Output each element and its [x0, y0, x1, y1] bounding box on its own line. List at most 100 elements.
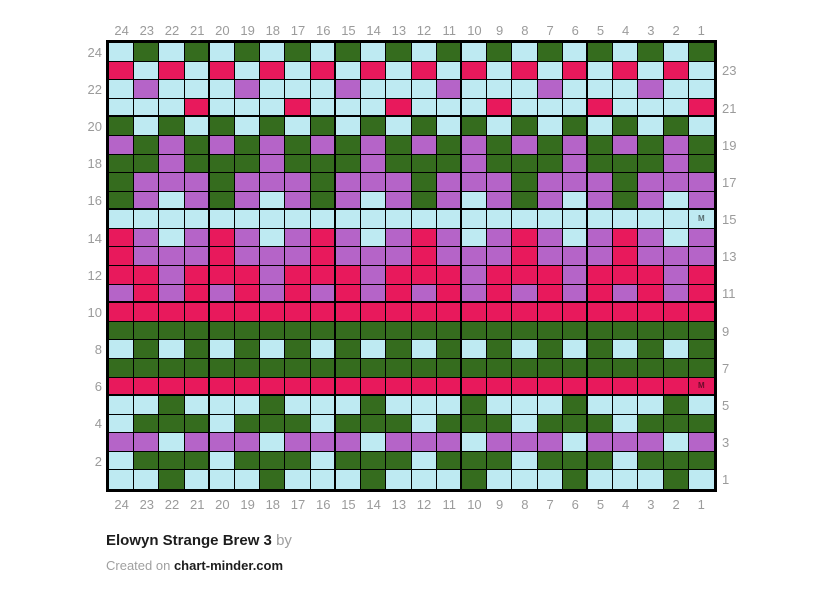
row-number-right: 21 [722, 100, 737, 116]
grid-cell [159, 43, 185, 62]
grid-cell [663, 228, 689, 248]
grid-cell [638, 135, 664, 155]
column-number: 9 [496, 23, 504, 38]
grid-cell [638, 98, 664, 118]
grid-cell [159, 358, 185, 378]
grid-cell [663, 321, 689, 341]
grid-cell [361, 247, 387, 266]
grid-cell [134, 61, 160, 81]
grid-cell [235, 470, 261, 489]
grid-cell [512, 173, 538, 192]
grid-cell [184, 303, 210, 322]
grid-cell [461, 61, 488, 81]
grid-cell [411, 433, 437, 452]
grid-cell [436, 414, 462, 434]
grid-cell [285, 303, 311, 322]
grid-cell [310, 414, 336, 434]
grid-cell [436, 61, 462, 81]
grid-cell [260, 396, 286, 415]
grid-cell [109, 284, 135, 304]
grid-cell [134, 173, 160, 192]
grid-cell [663, 98, 689, 118]
grid-cell [260, 228, 286, 248]
grid-cell [411, 451, 437, 471]
column-number: 17 [290, 497, 306, 512]
grid-cell [638, 433, 664, 452]
grid-cell [209, 191, 236, 211]
grid-cell [335, 284, 362, 304]
column-number: 7 [546, 23, 554, 38]
grid-cell [587, 433, 614, 452]
grid-cell [134, 43, 160, 62]
grid-cell [335, 210, 362, 229]
grid-cell [688, 43, 714, 62]
grid-cell [310, 210, 336, 229]
row-number-right: 17 [722, 174, 737, 190]
grid-cell [386, 377, 412, 397]
grid-cell [209, 396, 236, 415]
grid-cell [487, 61, 513, 81]
column-number: 23 [139, 497, 155, 512]
grid-cell [386, 135, 412, 155]
grid-cell [361, 303, 387, 322]
grid-cell [386, 191, 412, 211]
grid-cell [436, 98, 462, 118]
grid-cell [663, 43, 689, 62]
grid-cell [487, 321, 513, 341]
grid-cell [235, 358, 261, 378]
grid-cell [310, 303, 336, 322]
grid-cell [436, 173, 462, 192]
grid-cell [537, 451, 563, 471]
grid-cell [361, 210, 387, 229]
column-number: 16 [315, 497, 331, 512]
grid-cell [386, 98, 412, 118]
grid-cell [386, 470, 412, 489]
row-number-right: 11 [722, 286, 736, 302]
grid-cell [461, 321, 488, 341]
grid-cell: M [688, 377, 714, 397]
grid-cell [487, 358, 513, 378]
grid-cell [335, 228, 362, 248]
grid-cell [487, 173, 513, 192]
grid-cell [461, 210, 488, 229]
grid-cell [562, 396, 588, 415]
grid-cell [209, 414, 236, 434]
grid-cell [587, 191, 614, 211]
grid-cell [688, 117, 714, 136]
column-numbers-top: 24 23 22 21 20 19 18 17 16 15 14 13 12 11 10 9 8 7 6 5 4 3 2 1 [109, 23, 714, 38]
grid-cell [260, 451, 286, 471]
grid-cell [285, 61, 311, 81]
grid-cell [109, 433, 135, 452]
grid-cell [310, 284, 336, 304]
grid-cell [310, 43, 336, 62]
column-number: 1 [697, 497, 705, 512]
chart-minder-link[interactable]: chart-minder.com [173, 558, 284, 573]
grid-cell [411, 43, 437, 62]
grid-cell [184, 433, 210, 452]
grid-cell [512, 210, 538, 229]
grid-cell [386, 228, 412, 248]
grid-cell [461, 303, 488, 322]
grid-cell [663, 266, 689, 285]
chart-caption: Elowyn Strange Brew 3 by [106, 532, 292, 549]
grid-cell [512, 98, 538, 118]
grid-cell [361, 135, 387, 155]
grid-cell [688, 414, 714, 434]
row-number-left: 18 [87, 156, 102, 172]
grid-cell [436, 303, 462, 322]
row-number-right: 5 [722, 397, 730, 413]
grid-cell [562, 470, 588, 489]
grid-cell [209, 321, 236, 341]
grid-cell [587, 228, 614, 248]
grid-cell [562, 61, 588, 81]
grid-cell [436, 433, 462, 452]
grid-cell [235, 414, 261, 434]
grid-cell [184, 284, 210, 304]
stitch-marker-m: M [698, 214, 705, 224]
grid-cell [134, 80, 160, 99]
grid-cell [260, 377, 286, 397]
grid-cell [184, 154, 210, 174]
grid-cell [209, 61, 236, 81]
grid-cell [159, 210, 185, 229]
